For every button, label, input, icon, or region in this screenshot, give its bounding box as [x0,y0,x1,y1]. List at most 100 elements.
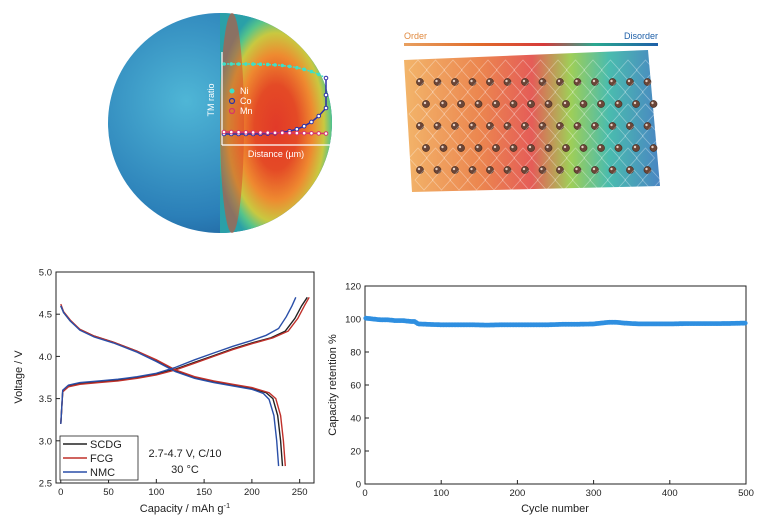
atom-highlight [651,145,654,149]
lithium-atom [416,78,424,86]
disorder-label: Disorder [624,31,658,41]
inset-ni-point [309,69,314,74]
y-tick-label: 2.5 [39,479,52,490]
inset-ni-point [244,62,248,66]
lithium-atom [474,144,483,152]
lithium-atom [579,100,588,108]
legend-co-label: Co [240,96,252,106]
inset-ni-point [273,63,277,67]
octahedron-outline [641,169,662,191]
octahedron-outline [484,169,504,191]
inset-mn-point [323,131,329,136]
atom-highlight [598,145,602,149]
lithium-atom [538,78,547,86]
atom-highlight [441,101,444,105]
atom-highlight [452,167,456,171]
x-tick-label: 150 [196,487,212,498]
inset-mn-point [258,130,263,135]
atom-highlight [528,145,532,149]
lithium-atom [608,166,617,174]
atom-highlight [505,167,508,171]
atom-highlight [581,145,584,149]
y-tick-label: 0 [356,480,361,491]
lithium-atom [614,144,623,152]
octahedron-outline [571,169,592,191]
atom-highlight [522,167,526,171]
lithium-atom [527,144,535,152]
lithium-atom [591,166,599,174]
atom-highlight [592,79,596,83]
inset-ni-point [302,67,306,72]
lithium-atom [573,166,582,174]
atom-highlight [417,79,421,83]
atom-highlight [563,145,567,149]
inset-mn-point [287,130,292,136]
atom-highlight [610,79,613,83]
voltage-plot-frame [55,271,315,484]
lithium-atom [527,100,535,108]
inset-ni-point [258,62,263,67]
atom-highlight [616,101,619,105]
atom-highlight [610,123,613,127]
cycle-retention-chart: 0 100 200 300 400 500 0 20 40 60 80 100 120 Capacity… [327,282,754,516]
legend-mn-marker [228,107,236,115]
lithium-atom [422,144,430,152]
lithium-atom [422,100,430,108]
octahedron-outline [624,169,644,191]
y-tick-label: 60 [350,381,361,392]
atom-highlight [493,145,497,149]
y-tick-label: 3.5 [39,394,52,405]
atom-highlight [452,79,456,83]
atom-highlight [546,145,549,149]
y-tick-label: 4.0 [39,352,52,363]
tm-ratio-inset: TM ratio Distance (µm) Ni Co Mn [206,52,330,159]
lithium-atom [468,122,477,130]
legend-co-marker [228,97,236,105]
atom-highlight [627,79,631,83]
atom-highlight [435,123,438,127]
lithium-atom [457,144,465,152]
octahedron-outline [606,169,627,191]
atom-highlight [645,167,648,171]
y-tick-label: 120 [345,282,361,293]
lithium-atom [451,122,459,130]
series-scdg-charge-line [60,296,308,424]
atom-highlight [627,167,631,171]
inset-ni-point [222,62,226,66]
legend-scdg-label: SCDG [90,439,122,451]
lithium-atom [573,78,582,86]
inset-ni-point [280,63,285,68]
lithium-atom [643,78,652,86]
lithium-atom [433,78,442,86]
inset-ni-point [265,62,270,67]
lithium-atom [538,122,547,130]
atom-highlight [610,167,613,171]
legend-fcg-label: FCG [90,453,113,465]
atom-highlight [592,167,596,171]
inset-legend: Ni Co Mn [228,86,253,116]
lithium-atom [556,166,564,174]
lithium-atom [509,100,518,108]
x-tick-label: 200 [244,487,260,498]
lithium-atom [503,78,512,86]
lithium-atom [486,78,494,86]
legend-ni-label: Ni [240,86,249,96]
lithium-atom [544,100,553,108]
atom-highlight [470,123,473,127]
inset-mn-point [228,129,234,135]
atom-highlight [575,123,578,127]
atom-highlight [505,79,508,83]
atom-highlight [435,79,438,83]
lithium-atom [474,100,483,108]
lithium-atom [521,166,529,174]
inset-ni-point [229,62,234,66]
retention-ylabel: Capacity retention % [327,334,339,436]
lithium-atom [597,144,605,152]
inset-mn-point [309,130,314,136]
inset-ni-point [287,64,292,69]
atom-highlight [546,101,549,105]
inset-mn-point [294,130,300,136]
atom-highlight [563,101,567,105]
y-tick-label: 5.0 [39,268,52,279]
atom-highlight [528,101,532,105]
